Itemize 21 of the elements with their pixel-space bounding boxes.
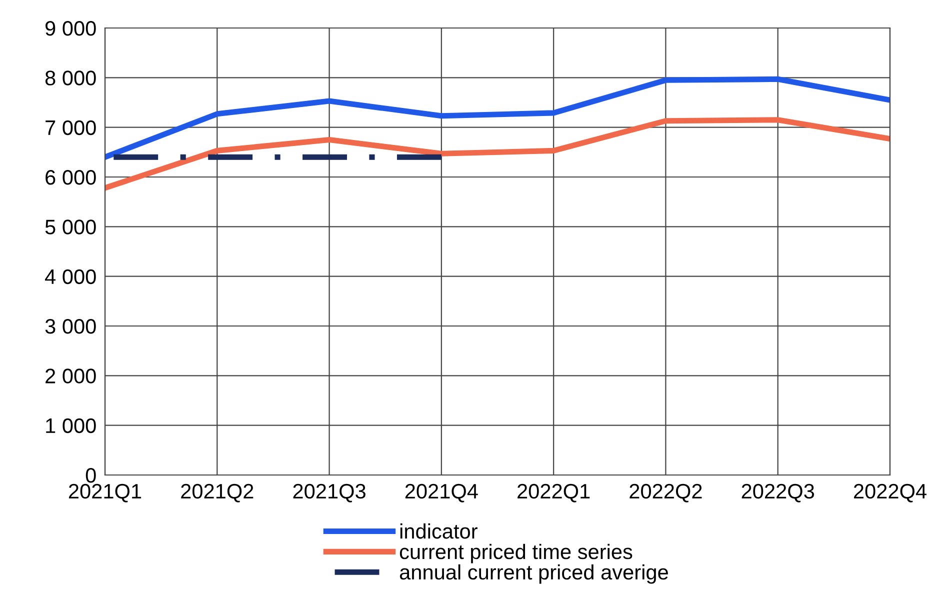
legend-label: current priced time series	[400, 544, 632, 564]
x-tick-label: 2022Q2	[630, 484, 702, 502]
y-tick-label: 6 000	[46, 170, 96, 185]
y-tick-label: 5 000	[45, 220, 96, 234]
x-tick-label: 2022Q4	[854, 484, 926, 502]
y-tick-label: 7 000	[46, 120, 96, 136]
x-tick-label: 2022Q1	[518, 484, 590, 502]
y-tick-label: 3 000	[45, 319, 96, 334]
x-tick-label: 2021Q3	[293, 484, 366, 502]
y-tick-label: 9 000	[46, 21, 96, 36]
legend-label: indicator	[400, 523, 478, 539]
y-tick-label: 0	[86, 468, 96, 483]
y-tick-label: 8 000	[45, 70, 96, 86]
legend-label: annual current priced averige	[400, 564, 668, 584]
y-tick-label: 4 000	[45, 269, 96, 284]
x-tick-label: 2021Q2	[181, 484, 254, 502]
y-tick-label: 1 000	[46, 418, 96, 434]
y-tick-label: 2 000	[46, 368, 96, 384]
x-tick-label: 2021Q4	[405, 484, 478, 502]
x-tick-label: 2022Q3	[742, 484, 814, 502]
x-tick-label: 2021Q1	[68, 484, 142, 502]
